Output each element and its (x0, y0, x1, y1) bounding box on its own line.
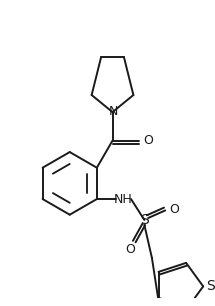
Text: O: O (125, 243, 135, 256)
Text: O: O (144, 134, 154, 147)
Text: S: S (140, 213, 149, 227)
Text: NH: NH (114, 192, 133, 206)
Text: S: S (206, 279, 215, 293)
Text: N: N (109, 105, 118, 118)
Text: O: O (169, 203, 179, 216)
